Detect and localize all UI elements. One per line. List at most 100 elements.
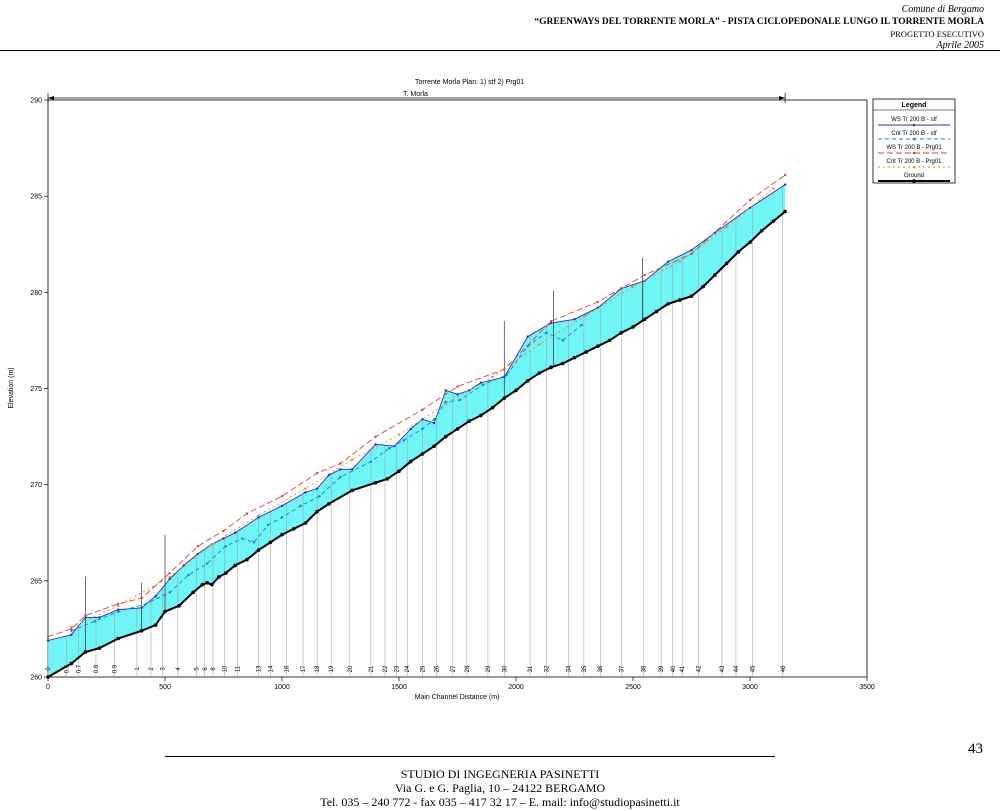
- legend-marker: [912, 165, 916, 169]
- reach-arrowhead-left: [48, 96, 54, 100]
- series-point: [397, 433, 401, 436]
- cross-section-label: 0.8: [94, 664, 100, 673]
- legend-marker: [912, 123, 916, 127]
- series-point: [666, 302, 670, 306]
- series-point: [224, 545, 228, 548]
- series-point: [748, 240, 752, 245]
- cross-section-label: 8: [211, 667, 217, 671]
- series-point: [315, 509, 319, 514]
- cross-section-label: 5: [195, 667, 201, 671]
- series-point: [257, 514, 260, 517]
- series-point: [772, 187, 775, 190]
- series-point: [145, 602, 148, 606]
- series-point: [432, 444, 436, 449]
- series-point: [678, 260, 681, 263]
- series-point: [525, 379, 530, 383]
- series-point: [724, 261, 729, 266]
- series-point: [561, 361, 565, 366]
- series-point: [373, 480, 378, 485]
- series-point: [210, 582, 214, 587]
- legend-entry: WS Tr 200 B - Prg01: [886, 145, 942, 151]
- series-point: [196, 545, 199, 548]
- series-point: [84, 614, 87, 617]
- cross-section-label: 46: [781, 665, 787, 672]
- series-point: [191, 590, 195, 595]
- footer-contacts: Tel. 035 – 240 772 - fax 035 – 417 32 17…: [320, 795, 680, 809]
- series-point: [252, 541, 256, 544]
- series-point: [369, 460, 373, 463]
- series-point: [98, 616, 101, 619]
- series-point: [257, 516, 260, 519]
- series-line: [71, 324, 582, 632]
- series-point: [234, 531, 237, 534]
- cross-section-label: 32: [544, 665, 550, 672]
- y-tick-label: 290: [30, 98, 42, 105]
- series-point: [479, 413, 483, 418]
- series-point: [168, 577, 171, 581]
- cross-section-label: 37: [619, 665, 625, 672]
- series-point: [280, 516, 284, 519]
- document-date: Aprile 2005: [936, 40, 985, 51]
- series-point: [304, 491, 307, 494]
- cross-section-label: 2: [149, 667, 155, 671]
- footer-company: STUDIO DI INGEGNERIA PASINETTI: [400, 767, 600, 781]
- series-point: [549, 365, 553, 370]
- legend-entry: WS Tr 200 B - stf: [891, 117, 937, 123]
- series-point: [350, 488, 355, 493]
- x-tick-label: 500: [159, 684, 171, 691]
- series-point: [643, 273, 646, 277]
- series-point: [117, 610, 120, 613]
- cross-section-label: 30: [502, 665, 508, 672]
- series-point: [491, 375, 494, 379]
- series-point: [561, 339, 564, 342]
- series-point: [388, 446, 391, 450]
- cross-section-label: 42: [697, 665, 703, 672]
- series-point: [771, 219, 776, 223]
- x-tick-label: 2000: [508, 684, 524, 691]
- reach-label: T. Morla: [403, 91, 428, 98]
- reach-arrowhead-right: [779, 96, 786, 100]
- series-point: [545, 331, 548, 334]
- series-point: [245, 512, 249, 515]
- series-point: [83, 650, 88, 654]
- series-point: [505, 373, 508, 377]
- series-point: [217, 575, 221, 579]
- series-point: [585, 314, 588, 317]
- series-point: [315, 471, 319, 475]
- cross-section-label: 35: [582, 665, 588, 672]
- cross-section-label: 36: [598, 665, 604, 672]
- series-point: [584, 350, 588, 354]
- series-point: [351, 458, 354, 461]
- legend-entry: Crit Tr 200 B - stf: [891, 131, 937, 137]
- series-point: [374, 435, 377, 438]
- cross-section-label: 44: [734, 665, 740, 672]
- series-point: [596, 344, 600, 348]
- series-point: [339, 475, 342, 479]
- series-point: [631, 285, 635, 288]
- series-point: [783, 183, 787, 186]
- series-point: [139, 629, 144, 633]
- x-tick-label: 1500: [391, 684, 407, 691]
- cross-section-label: 25: [420, 665, 426, 672]
- series-point: [549, 321, 553, 325]
- cross-section-label: 24: [405, 665, 411, 672]
- series-point: [666, 260, 670, 263]
- series-point: [421, 408, 424, 411]
- series-point: [725, 225, 728, 229]
- series-point: [168, 591, 171, 594]
- series-point: [456, 385, 459, 388]
- plot-layer: 0 0.5 0.7 0.8 0.9 1 2 3 4 5 6 8 10 11 13 14 16 17 18 19 20 21…: [46, 173, 787, 679]
- series-point: [266, 523, 270, 527]
- cross-section-label: 38: [642, 665, 648, 672]
- cross-section-label: 31: [528, 665, 534, 672]
- x-tick-label: 3000: [742, 684, 758, 691]
- cross-section-label: 20: [348, 665, 354, 672]
- series-point: [327, 502, 331, 506]
- series-point: [303, 521, 308, 525]
- series-point: [526, 335, 529, 338]
- y-axis-label: Elevation (m): [8, 367, 15, 408]
- series-point: [490, 405, 495, 410]
- series-point: [93, 620, 97, 623]
- series-point: [444, 389, 447, 392]
- series-point: [538, 343, 541, 346]
